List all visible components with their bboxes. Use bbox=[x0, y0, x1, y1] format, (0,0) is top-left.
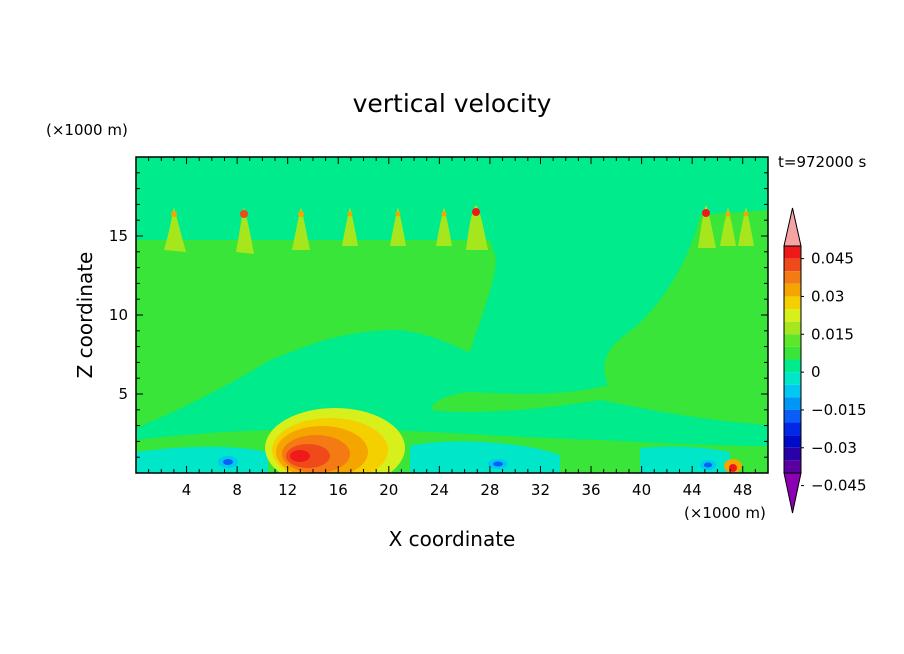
x-tick-label: 12 bbox=[278, 481, 297, 499]
y-tick-label: 10 bbox=[109, 306, 128, 324]
colorbar-swatch bbox=[784, 346, 801, 360]
updraft-core bbox=[265, 408, 405, 473]
colorbar-swatch bbox=[784, 283, 801, 297]
x-tick-label: 44 bbox=[683, 481, 702, 499]
y-axis: 5 10 15 bbox=[109, 172, 768, 458]
x-axis-label: X coordinate bbox=[389, 527, 516, 551]
upper-plumes bbox=[164, 205, 754, 254]
colorbar-swatch bbox=[784, 447, 801, 461]
colorbar-swatch bbox=[784, 246, 801, 259]
x-tick-label: 36 bbox=[581, 481, 600, 499]
colorbar-swatch bbox=[784, 309, 801, 322]
colorbar: 0.045 0.03 0.015 0 −0.015 −0.03 −0.045 bbox=[783, 207, 867, 514]
colorbar-swatch bbox=[784, 334, 801, 347]
colorbar-swatch bbox=[784, 409, 801, 423]
x-tick-label: 4 bbox=[182, 481, 192, 499]
x-tick-label: 28 bbox=[480, 481, 499, 499]
colorbar-swatch bbox=[784, 321, 801, 335]
negative-region-surface bbox=[136, 441, 730, 473]
y-tick-label: 15 bbox=[109, 227, 128, 245]
colorbar-label: −0.03 bbox=[811, 439, 857, 457]
y-tick-label: 5 bbox=[118, 385, 128, 403]
colorbar-label: −0.045 bbox=[811, 477, 867, 495]
colorbar-label: −0.015 bbox=[811, 401, 867, 419]
x-tick-label: 40 bbox=[632, 481, 651, 499]
x-tick-label: 8 bbox=[232, 481, 242, 499]
y-unit-label: (×1000 m) bbox=[46, 121, 128, 139]
y-axis-label: Z coordinate bbox=[73, 252, 97, 379]
x-unit-label: (×1000 m) bbox=[684, 504, 766, 522]
colorbar-label: 0.045 bbox=[811, 250, 854, 268]
colorbar-swatch bbox=[784, 384, 801, 398]
colorbar-arrow-bottom bbox=[783, 472, 802, 514]
colorbar-swatch bbox=[784, 460, 801, 473]
colorbar-swatch bbox=[784, 397, 801, 410]
colorbar-swatch bbox=[784, 435, 801, 448]
positive-region-upper bbox=[136, 200, 496, 428]
colorbar-label: 0 bbox=[811, 363, 821, 381]
colorbar-label: 0.015 bbox=[811, 325, 854, 343]
x-tick-label: 48 bbox=[733, 481, 752, 499]
x-tick-label: 16 bbox=[329, 481, 348, 499]
positive-region-right bbox=[431, 210, 768, 425]
colorbar-arrow-top bbox=[783, 207, 802, 247]
colorbar-swatch bbox=[784, 359, 801, 373]
x-tick-label: 32 bbox=[531, 481, 550, 499]
time-label: t=972000 s bbox=[778, 153, 866, 171]
x-tick-label: 24 bbox=[430, 481, 449, 499]
downdraft-spots bbox=[218, 456, 742, 473]
x-axis: 4 8 12 16 20 24 28 32 36 40 44 48 bbox=[148, 157, 756, 499]
contour-field bbox=[136, 157, 768, 473]
colorbar-swatch bbox=[784, 271, 801, 284]
colorbar-swatch bbox=[784, 422, 801, 436]
colorbar-swatch bbox=[784, 258, 801, 272]
colorbar-label: 0.03 bbox=[811, 287, 844, 305]
colorbar-swatch bbox=[784, 372, 801, 385]
chart-title: vertical velocity bbox=[353, 89, 552, 118]
x-tick-label: 20 bbox=[379, 481, 398, 499]
colorbar-swatch bbox=[784, 296, 801, 310]
